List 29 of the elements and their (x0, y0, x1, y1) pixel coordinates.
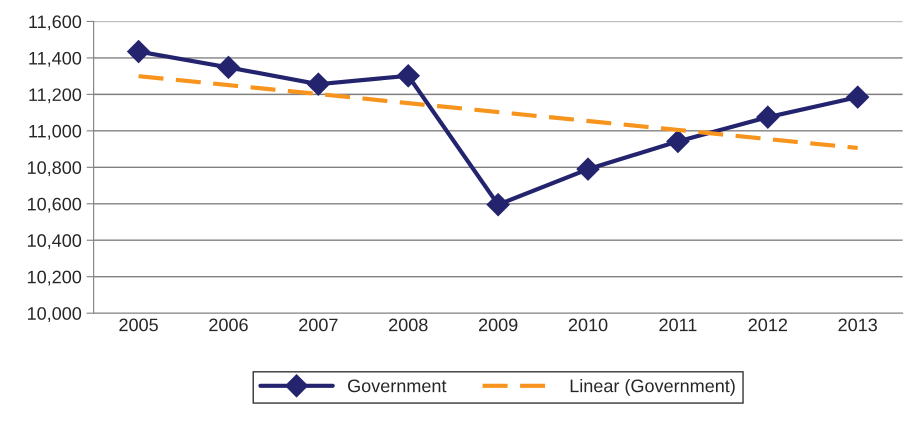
y-tick-label: 10,400 (28, 234, 82, 250)
x-tick-label: 2011 (659, 318, 696, 332)
y-tick-label: 11,000 (29, 124, 82, 140)
y-tick-label: 11,400 (29, 52, 82, 67)
point (486, 192, 510, 216)
x-tick-label: 2009 (478, 318, 518, 332)
x-tick-label: 2010 (568, 318, 608, 332)
legend-label: Government (348, 379, 446, 392)
x-tick-label: 2007 (299, 318, 338, 332)
x-tick-label: 2013 (838, 318, 877, 332)
point (216, 56, 240, 80)
y-tick-label: 10,600 (28, 198, 82, 213)
x-tick-label: 2005 (119, 318, 158, 332)
x-tick-label: 2012 (748, 318, 787, 332)
point (396, 64, 420, 88)
y-tick-label: 11,200 (29, 88, 82, 104)
point (126, 40, 150, 64)
point (666, 130, 690, 154)
x-tick-label: 2008 (389, 318, 428, 332)
y-tick-label: 10,200 (28, 270, 82, 286)
y-tick-label: 10,800 (28, 161, 82, 176)
point (306, 72, 330, 96)
point (576, 157, 600, 181)
point (756, 105, 780, 129)
y-tick-label: 11,600 (29, 15, 82, 30)
point (846, 85, 870, 109)
legend-label: Linear (Government) (570, 379, 735, 396)
x-tick-label: 2006 (209, 318, 248, 332)
y-tick-label: 10,000 (28, 307, 82, 322)
